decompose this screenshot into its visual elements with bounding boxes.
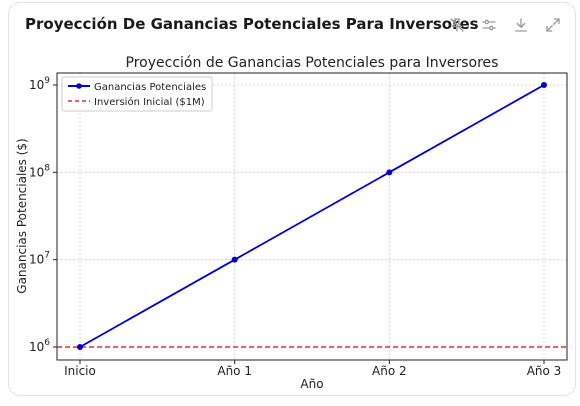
x-tick-labels: Inicio Año 1 Año 2 Año 3 [64, 360, 561, 378]
card-title: Proyección De Ganancias Potenciales Para… [25, 15, 479, 33]
x-tick-label: Año 3 [527, 364, 562, 378]
download-icon[interactable] [511, 15, 531, 35]
data-point [541, 82, 547, 88]
sliders-icon[interactable] [479, 15, 499, 35]
y-tick-label: 107 [29, 251, 50, 267]
chart-card: Proyección De Ganancias Potenciales Para… [8, 2, 576, 396]
chart-title: Proyección de Ganancias Potenciales para… [126, 55, 499, 71]
x-tick-label: Inicio [64, 364, 96, 378]
legend-label-series: Ganancias Potenciales [94, 82, 206, 93]
y-tick-label: 109 [29, 76, 50, 92]
y-axis-label: Ganancias Potenciales ($) [15, 138, 29, 293]
legend-marker-series [76, 83, 82, 89]
y-tick-label: 106 [29, 338, 50, 354]
series-layer [77, 82, 547, 350]
y-tick-labels: 106 107 108 109 [29, 76, 57, 354]
data-point [231, 256, 238, 263]
y-tick-label: 108 [29, 163, 50, 179]
x-axis-label: Año [300, 377, 323, 391]
series-line [79, 84, 545, 348]
card-toolbar [447, 15, 563, 35]
x-tick-label: Año 2 [372, 364, 407, 378]
card-header: Proyección De Ganancias Potenciales Para… [9, 3, 577, 47]
legend-label-reference: Inversión Inicial ($1M) [94, 96, 205, 108]
pin-off-icon[interactable] [447, 15, 467, 35]
x-tick-label: Año 1 [217, 364, 252, 378]
legend-box [61, 76, 213, 112]
data-point [77, 344, 83, 350]
expand-icon[interactable] [543, 15, 563, 35]
data-point [386, 169, 393, 176]
plot-frame [56, 72, 568, 361]
legend: Ganancias Potenciales Inversión Inicial … [61, 76, 213, 112]
